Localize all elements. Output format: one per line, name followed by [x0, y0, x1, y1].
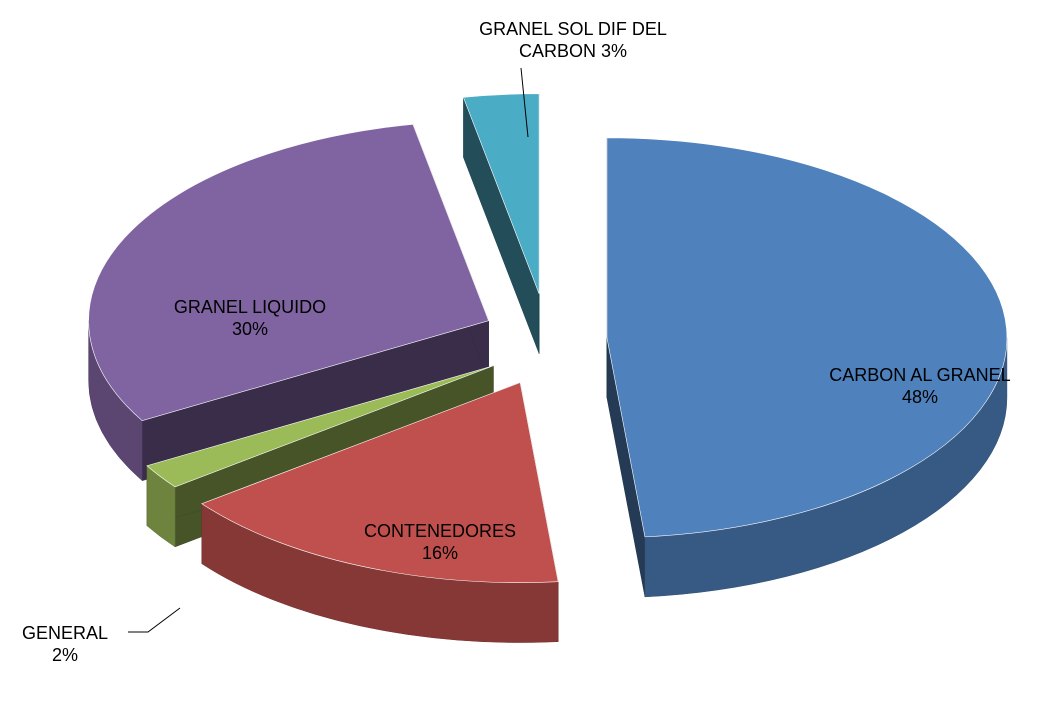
pie-slice — [606, 137, 1008, 538]
leader-line — [520, 67, 529, 138]
value-label: 30% — [231, 319, 269, 339]
value-label: 2% — [51, 645, 78, 665]
leader-line — [128, 607, 181, 633]
slice-label: GRANEL SOL DIF DEL CARBON 3% — [466, 18, 680, 62]
category-label: GENERAL — [21, 623, 109, 643]
pie-slice — [88, 123, 490, 422]
pie-slice — [146, 365, 494, 488]
value-label: 3% — [601, 41, 628, 61]
category-label: GRANEL SOL DIF DEL CARBON — [479, 19, 667, 61]
slice-label: GENERAL 2% — [0, 622, 130, 666]
category-label: CARBON AL GRANEL — [829, 365, 1011, 385]
value-label: 48% — [901, 387, 939, 407]
pie-slice — [462, 93, 540, 294]
slice-label: CARBON AL GRANEL 48% — [790, 364, 1050, 408]
slice-label: GRANEL LIQUIDO 30% — [130, 296, 370, 340]
slice-label: CONTENEDORES 16% — [320, 520, 560, 564]
category-label: GRANEL LIQUIDO — [173, 297, 327, 317]
pie-slice — [201, 382, 559, 583]
category-label: CONTENEDORES — [363, 521, 516, 541]
value-label: 16% — [421, 543, 459, 563]
slice-tops — [88, 93, 1008, 583]
